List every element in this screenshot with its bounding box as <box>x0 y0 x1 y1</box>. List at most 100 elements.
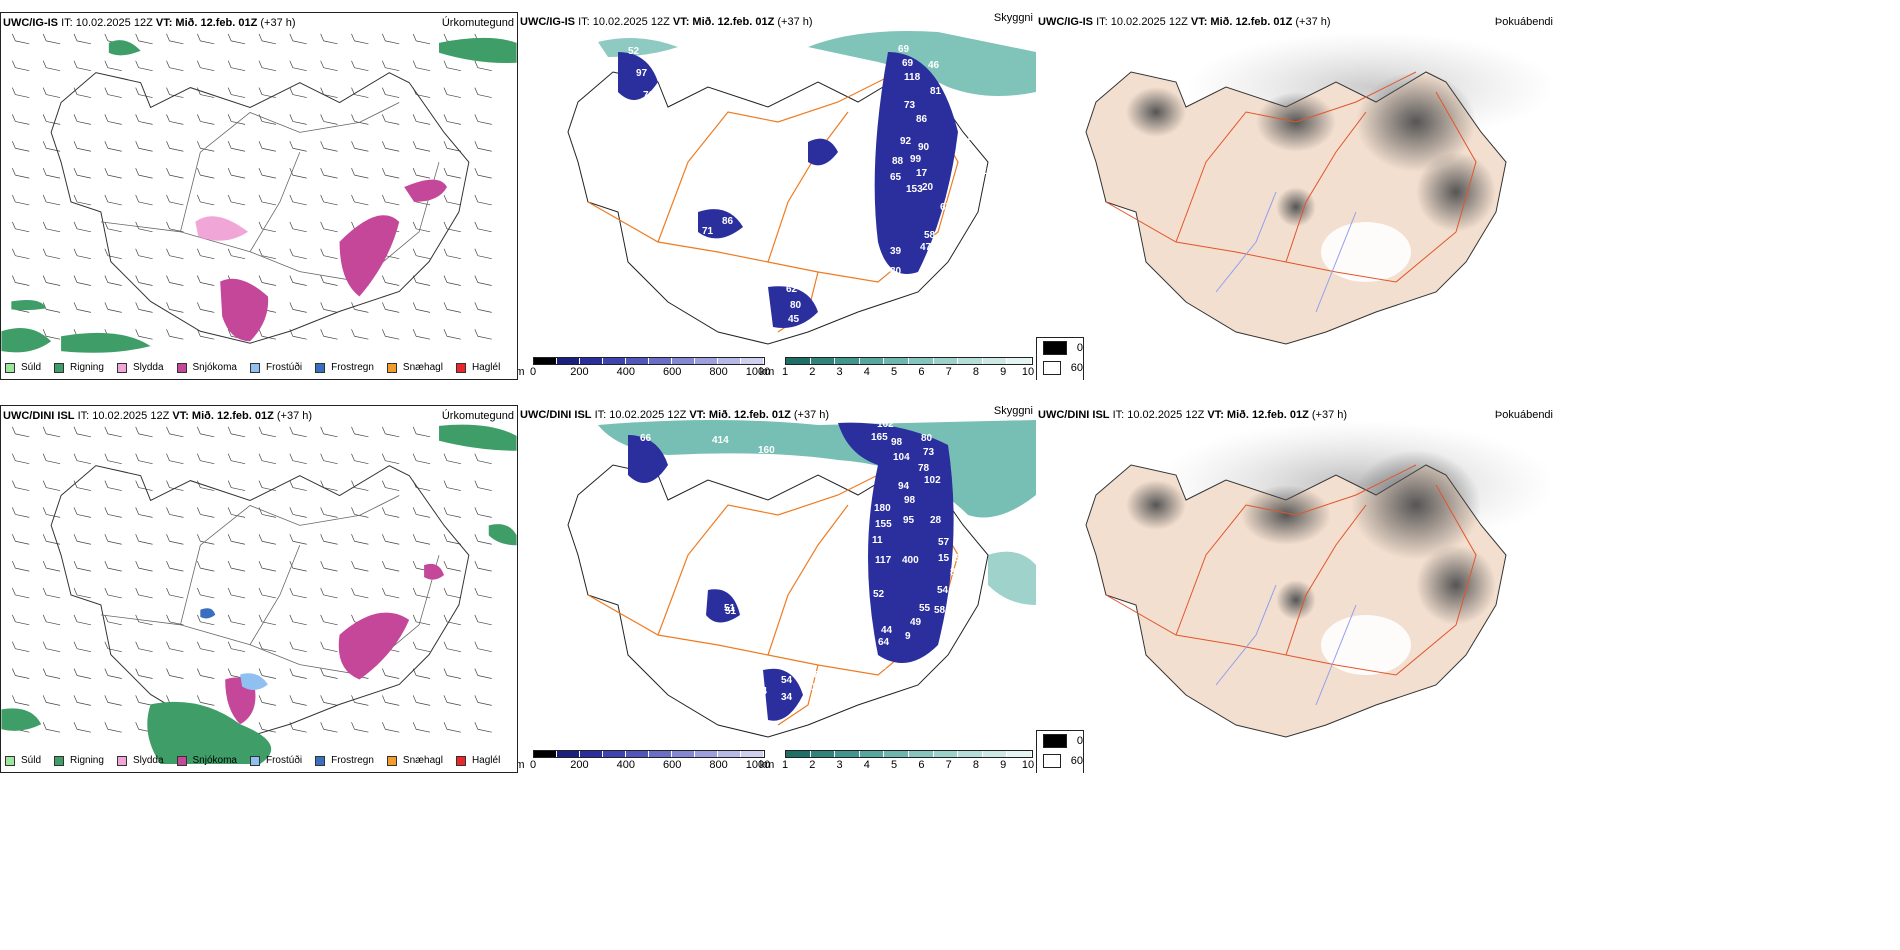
wind-barb <box>320 534 338 545</box>
wind-barb <box>258 641 276 652</box>
wind-barb <box>258 614 276 626</box>
wind-barb <box>382 480 400 491</box>
colorbar-ticks: m 0 200 400 600 800 1000 <box>518 365 770 378</box>
wind-barb <box>104 302 122 313</box>
wind-barb <box>258 507 276 518</box>
wind-barb <box>382 561 400 572</box>
wind-barb <box>197 695 215 706</box>
legend-item: Rigning <box>54 755 104 766</box>
visibility-value-label: 160 <box>758 445 775 456</box>
wind-barb <box>320 614 338 626</box>
wind-barb <box>289 87 307 98</box>
wind-barb <box>42 87 61 98</box>
wind-barb <box>412 302 431 313</box>
wind-barb <box>289 614 307 626</box>
wind-barb <box>412 329 431 340</box>
wind-barb <box>104 141 122 152</box>
wind-barb <box>73 60 91 72</box>
wind-barb <box>197 141 215 152</box>
visibility-value-label: 28 <box>930 515 942 526</box>
wind-barb <box>197 507 215 518</box>
visibility-value-label: 90 <box>918 142 930 153</box>
wind-barb <box>351 33 369 45</box>
visibility-value-label: 58 <box>934 605 946 616</box>
legend-item: Súld <box>5 755 41 766</box>
wind-barb <box>351 168 369 179</box>
legend-swatch <box>54 755 65 766</box>
visibility-value-label: 98 <box>904 495 916 506</box>
wind-barb <box>351 695 369 706</box>
wind-barb <box>382 275 400 286</box>
legend-item: Slydda <box>116 755 164 766</box>
legend-swatch <box>455 362 466 373</box>
wind-barb <box>12 668 30 679</box>
wind-barb <box>351 587 369 599</box>
fog-legend-row: 0 <box>1043 731 1083 751</box>
legend-item: Snæhagl <box>386 755 443 766</box>
wind-barb <box>258 561 276 572</box>
wind-barb <box>382 695 400 706</box>
wind-barb <box>258 248 276 259</box>
visibility-value-label: 71 <box>702 226 714 237</box>
wind-barb <box>104 587 122 599</box>
wind-barb <box>197 480 215 491</box>
wind-barb <box>258 695 276 706</box>
wind-barb <box>135 426 153 438</box>
visibility-m-colorbar: m 0 200 400 600 800 1000 <box>518 357 770 378</box>
wind-barb <box>258 426 276 438</box>
visibility-km-colorbar: km 1 2 3 4 5 6 7 8 9 10 <box>759 750 1035 771</box>
wind-barb <box>289 695 307 706</box>
legend-item: Snæhagl <box>386 362 443 373</box>
legend-swatch <box>1043 361 1061 375</box>
visibility-value-label: 80 <box>921 433 933 444</box>
wind-barb <box>474 561 492 572</box>
wind-barb <box>227 426 246 438</box>
wind-barb <box>42 453 61 465</box>
wind-barb <box>12 426 30 438</box>
colorbar-ticks: km 1 2 3 4 5 6 7 8 9 10 <box>759 759 1035 771</box>
wind-barb <box>474 641 492 652</box>
wind-barb <box>443 141 461 152</box>
wind-barb <box>289 507 307 518</box>
rain-area <box>1 327 52 353</box>
fog-index-legend: 0 60 <box>1036 730 1084 773</box>
visibility-value-label: 80 <box>890 266 902 277</box>
wind-barb <box>135 248 153 259</box>
visibility-value-label: 414 <box>712 435 729 446</box>
wind-barb <box>104 453 122 465</box>
wind-barb <box>166 141 184 152</box>
wind-barb <box>197 561 215 572</box>
visibility-value-label: 78 <box>918 463 930 474</box>
wind-barb <box>12 453 30 465</box>
wind-barb <box>12 221 30 233</box>
wind-barb <box>166 302 184 313</box>
wind-barb <box>197 641 215 652</box>
wind-barb <box>443 695 461 706</box>
visibility-value-label: 104 <box>804 682 821 693</box>
precip-type-map <box>1 424 517 765</box>
wind-barb <box>135 168 153 179</box>
wind-barb <box>474 668 492 679</box>
visibility-value-label: 39 <box>890 246 902 257</box>
roads <box>100 495 440 675</box>
visibility-value-label: 86 <box>722 216 734 227</box>
snow-area <box>225 677 256 725</box>
wind-barb <box>320 168 338 179</box>
wind-barb <box>166 60 184 72</box>
wind-barb <box>474 329 492 340</box>
visibility-value-label: 62 <box>954 553 966 564</box>
wind-barb <box>135 507 153 518</box>
wind-barb <box>474 614 492 626</box>
wind-barb <box>197 114 215 125</box>
precip-type-legend: Súld Rigning Slydda Snjókoma Frostúði Fr… <box>5 755 513 766</box>
wind-barb <box>289 329 307 340</box>
visibility-value-label: 80 <box>842 575 854 586</box>
wind-barb <box>227 453 246 465</box>
visibility-value-label: 55 <box>919 603 931 614</box>
visibility-value-label: 80 <box>950 567 962 578</box>
wind-barb <box>351 114 369 125</box>
legend-item: Rigning <box>54 362 104 373</box>
visibility-value-label: 58 <box>924 230 936 241</box>
panel-title: UWC/IG-IS IT: 10.02.2025 12Z VT: Mið. 12… <box>1038 16 1331 28</box>
